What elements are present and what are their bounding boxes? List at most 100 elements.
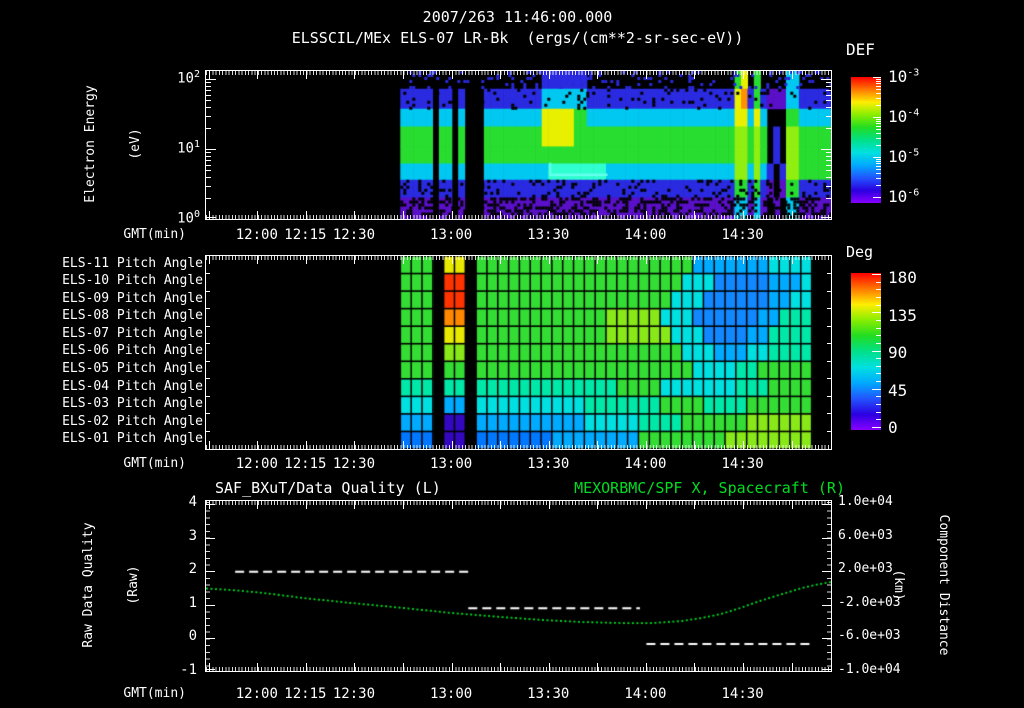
right-y-tick-label: 6.0e+03 <box>838 527 893 543</box>
x-tick-label: 12:00 <box>235 227 278 243</box>
electron-energy-spectrogram-panel <box>205 70 832 220</box>
pitch-angle-spectrogram-panel <box>205 255 832 450</box>
tick-mark <box>827 413 831 415</box>
x-tick-label: 14:00 <box>624 686 667 702</box>
tick-mark <box>403 71 405 79</box>
tick-mark <box>206 164 211 166</box>
tick-mark <box>206 170 211 172</box>
left-y-tick-label: 1 <box>188 594 197 611</box>
tick-mark <box>876 165 881 167</box>
tick-mark <box>206 79 216 80</box>
tick-mark <box>876 381 881 383</box>
minor-ticks-bottom-edge <box>206 667 831 671</box>
tick-mark <box>645 71 647 79</box>
minor-ticks-top-edge <box>206 256 831 260</box>
tick-mark <box>597 663 599 671</box>
tick-mark <box>873 197 881 198</box>
y-axis-title-line2: (eV) <box>128 128 143 160</box>
minor-ticks-bottom-edge <box>206 215 831 219</box>
tick-mark <box>826 100 831 102</box>
tick-mark <box>826 89 831 91</box>
tick-mark <box>206 176 211 178</box>
tick-mark <box>354 663 356 671</box>
quality-distance-chart-canvas <box>206 501 831 671</box>
tick-mark <box>876 169 881 171</box>
tick-mark <box>876 177 881 179</box>
tick-mark <box>403 211 405 219</box>
x-tick-label: 14:00 <box>624 456 667 472</box>
tick-mark <box>822 537 831 539</box>
def-colorbar-tick-label: 10-4 <box>888 107 920 126</box>
tick-mark <box>876 342 881 344</box>
tick-mark <box>827 360 831 362</box>
x-tick-label: 13:30 <box>527 227 570 243</box>
pitch-angle-row-label: ELS-04 Pitch Angle <box>62 378 203 394</box>
tick-mark <box>206 571 215 573</box>
tick-mark <box>872 274 881 275</box>
tick-mark <box>827 308 831 310</box>
tick-mark <box>645 211 647 219</box>
tick-mark <box>826 155 831 157</box>
tick-mark <box>822 669 831 670</box>
tick-mark <box>257 71 259 79</box>
tick-mark <box>826 176 831 178</box>
tick-mark <box>597 71 599 79</box>
tick-mark <box>743 501 745 509</box>
y-tick-label: 100 <box>177 209 200 227</box>
tick-mark <box>597 441 599 449</box>
tick-mark <box>876 123 881 125</box>
bottom-right-series-title: MEXORBMC/SPF X, Spacecraft (R) <box>574 479 845 497</box>
x-tick-label: 13:00 <box>430 686 473 702</box>
x-tick-label: 12:30 <box>332 227 376 243</box>
tick-mark <box>354 71 356 79</box>
tick-mark <box>208 211 210 219</box>
gmt-axis-label-middle: GMT(min) <box>123 456 186 471</box>
tick-mark <box>548 663 550 671</box>
tick-mark <box>791 441 793 449</box>
left-y-tick-label: 2 <box>188 561 197 578</box>
y-axis-title-electron-energy: Electron Energy (eV) <box>53 64 143 224</box>
tick-mark <box>206 185 211 187</box>
tick-mark <box>354 501 356 509</box>
y-axis-title-line2: (Raw) <box>126 565 141 605</box>
y-axis-title-raw-data-quality: Raw Data Quality (Raw) <box>51 500 141 670</box>
tick-mark <box>791 211 793 219</box>
tick-mark <box>305 71 307 79</box>
minor-ticks-bottom-edge <box>206 445 831 449</box>
tick-mark <box>206 127 211 129</box>
tick-mark <box>826 82 831 84</box>
tick-mark <box>548 501 550 509</box>
tick-mark <box>645 256 647 264</box>
tick-mark <box>500 501 502 509</box>
right-y-tick-label: 1.0e+04 <box>838 494 893 509</box>
x-tick-label: 14:30 <box>721 227 764 243</box>
tick-mark <box>876 319 881 321</box>
tick-mark <box>876 97 881 99</box>
tick-mark <box>876 184 881 186</box>
x-tick-label: 14:00 <box>624 227 667 243</box>
left-y-tick-label: -1 <box>180 662 197 678</box>
tick-mark <box>206 378 210 380</box>
tick-mark <box>826 115 831 117</box>
tick-mark <box>206 115 211 117</box>
tick-mark <box>206 94 211 96</box>
tick-mark <box>206 308 210 310</box>
bottom-left-series-title: SAF_BXuT/Data Quality (L) <box>215 479 441 497</box>
tick-mark <box>876 120 881 122</box>
x-tick-label: 13:00 <box>430 227 473 243</box>
tick-mark <box>548 441 550 449</box>
x-tick-label: 12:00 <box>235 686 278 702</box>
tick-mark <box>206 638 215 640</box>
pitch-angle-row-label: ELS-08 Pitch Angle <box>62 308 203 324</box>
tick-mark <box>876 327 881 329</box>
tick-mark <box>206 325 210 327</box>
tick-mark <box>827 378 831 380</box>
tick-mark <box>206 360 210 362</box>
y-axis-title-line2: (km) <box>891 569 906 601</box>
electron-energy-spectrogram-canvas <box>206 71 831 219</box>
tick-mark <box>872 388 881 390</box>
tick-mark <box>597 256 599 264</box>
tick-mark <box>354 256 356 264</box>
tick-mark <box>354 441 356 449</box>
tick-mark <box>206 152 211 154</box>
